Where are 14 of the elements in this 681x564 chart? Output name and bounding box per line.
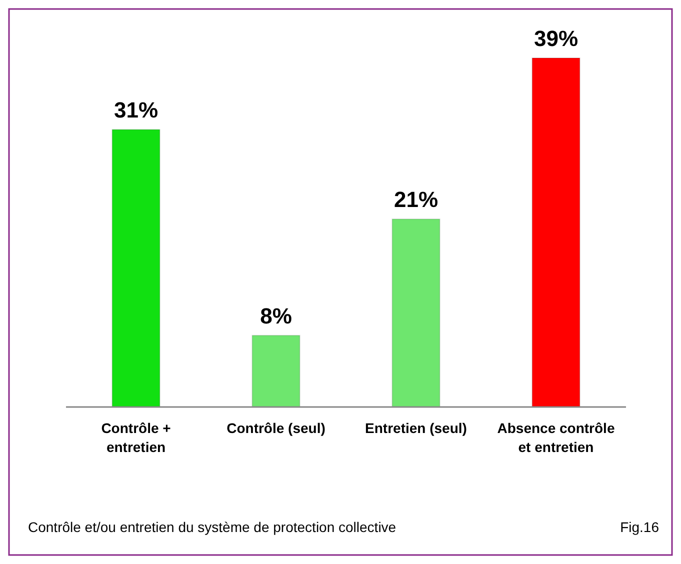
- bar: [112, 129, 160, 408]
- bar: [252, 334, 300, 408]
- x-tick-label: Entretien (seul): [365, 420, 467, 436]
- caption: Fig.16: [620, 519, 660, 535]
- text: Contrôle et/ou entretien du système de protection collective: [28, 519, 396, 535]
- x-tick-label: Absence contrôle et entretien: [497, 420, 615, 455]
- x-tick-label: Contrôle + entretien: [101, 420, 171, 455]
- data-label: 8%: [260, 303, 292, 328]
- bar: [392, 218, 440, 408]
- data-label: 31%: [114, 98, 158, 123]
- x-tick-label: Contrôle (seul): [226, 420, 326, 436]
- data-label: 39%: [534, 26, 578, 51]
- bar: [532, 58, 580, 408]
- data-label: 21%: [394, 187, 438, 212]
